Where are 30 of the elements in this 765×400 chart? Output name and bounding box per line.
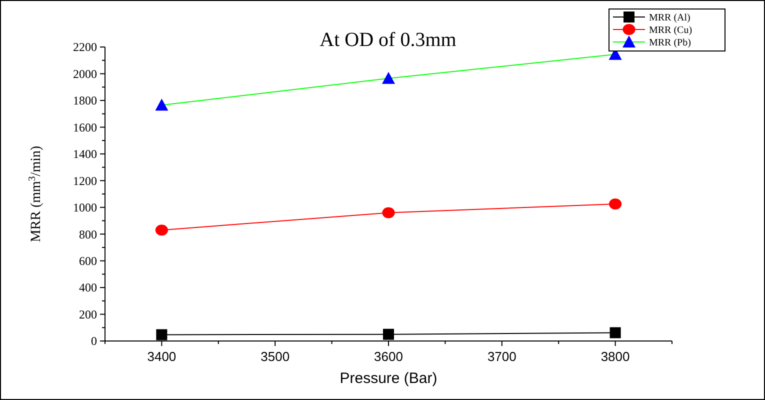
point bbox=[382, 72, 395, 84]
y-tick-label: 200 bbox=[79, 307, 97, 322]
y-tick-label: 2000 bbox=[73, 66, 97, 81]
point bbox=[155, 98, 168, 111]
y-tick-label: 1600 bbox=[73, 120, 97, 134]
chart-title: At OD of 0.3mm bbox=[320, 29, 457, 51]
x-tick-label: 3800 bbox=[600, 349, 630, 364]
point bbox=[155, 224, 168, 236]
x-tick-label: 3600 bbox=[374, 349, 403, 364]
y-tick-label: 1200 bbox=[73, 174, 97, 188]
y-tick-label: 1800 bbox=[73, 94, 97, 108]
point bbox=[156, 329, 168, 340]
legend-label: MRR (Al) bbox=[649, 12, 690, 24]
y-tick-label: 1000 bbox=[73, 200, 97, 215]
y-tick-label: 400 bbox=[79, 280, 97, 295]
y-tick-label: 0 bbox=[91, 334, 97, 348]
point bbox=[383, 328, 394, 340]
y-tick-label: 1400 bbox=[73, 147, 97, 162]
legend-label: MRR (Cu) bbox=[649, 25, 692, 36]
x-tick-label: 3500 bbox=[260, 349, 290, 364]
point bbox=[610, 327, 621, 338]
y-tick-label: 2200 bbox=[73, 40, 97, 54]
point bbox=[609, 198, 622, 210]
legend-label: MRR (Pb) bbox=[649, 38, 691, 48]
x-tick-label: 3700 bbox=[487, 349, 516, 364]
point bbox=[382, 207, 395, 218]
x-tick-label: 3400 bbox=[147, 349, 176, 364]
x-axis-title: Pressure (Bar) bbox=[340, 370, 438, 387]
y-tick-label: 600 bbox=[79, 254, 97, 268]
y-tick-label: 800 bbox=[79, 227, 97, 242]
